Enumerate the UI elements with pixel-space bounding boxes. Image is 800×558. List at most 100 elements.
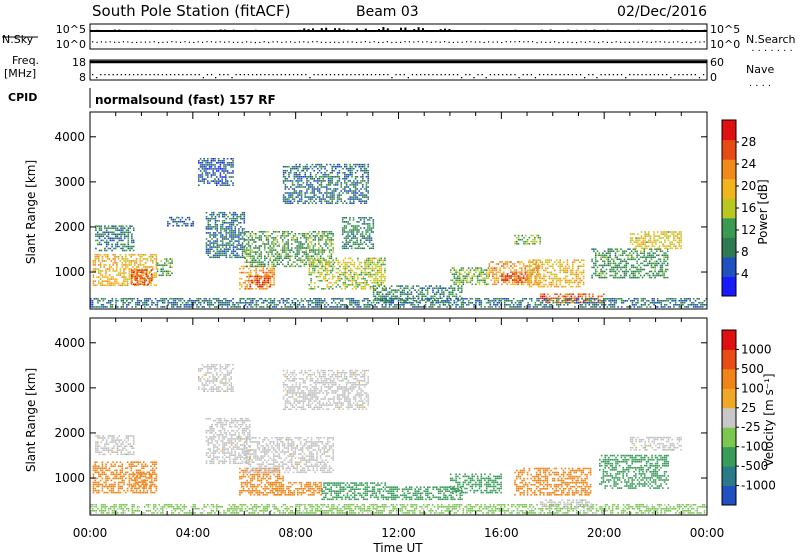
heatmap-cell (104, 242, 106, 244)
nave-dot (318, 74, 319, 75)
noise-sky-spike (101, 30, 103, 31)
heatmap-cell (634, 248, 636, 250)
heatmap-cell (162, 275, 164, 277)
heatmap-cell (600, 255, 602, 257)
heatmap-cell (98, 280, 100, 282)
heatmap-cell (373, 274, 375, 276)
heatmap-cell (124, 232, 126, 234)
heatmap-cell (312, 196, 314, 198)
heatmap-cell (456, 302, 458, 304)
heatmap-cell (375, 296, 377, 298)
heatmap-cell (370, 286, 372, 288)
noise-search-dot (655, 41, 656, 42)
heatmap-cell (346, 164, 348, 166)
heatmap-cell (334, 262, 336, 264)
heatmap-cell (409, 289, 411, 291)
heatmap-cell (211, 216, 213, 218)
heatmap-cell (540, 296, 542, 298)
heatmap-cell (131, 298, 133, 300)
heatmap-cell (229, 224, 231, 226)
heatmap-cell (384, 276, 386, 278)
freq-trace (90, 62, 707, 78)
heatmap-cell (373, 219, 375, 221)
heatmap-cell (129, 272, 131, 274)
freq-left-tick-bottom: 8 (79, 71, 86, 84)
heatmap-cell (253, 233, 255, 235)
heatmap-cell (457, 287, 459, 289)
heatmap-cell (248, 261, 250, 263)
heatmap-cell (488, 277, 490, 279)
heatmap-cell (286, 266, 288, 268)
heatmap-cell (547, 261, 549, 263)
heatmap-cell (381, 278, 383, 280)
heatmap-cell (400, 300, 402, 302)
heatmap-cell (514, 273, 516, 275)
heatmap-cell (331, 245, 333, 247)
heatmap-cell (545, 302, 547, 304)
heatmap-cell (337, 164, 339, 166)
heatmap-cell (615, 275, 617, 277)
heatmap-cell (611, 271, 613, 273)
heatmap-cell (206, 250, 208, 252)
heatmap-cell (105, 276, 107, 278)
heatmap-cell (169, 223, 171, 225)
heatmap-cell (128, 234, 130, 236)
heatmap-cell (102, 240, 104, 242)
heatmap-cell (330, 164, 332, 166)
heatmap-cell (298, 249, 300, 251)
heatmap-cell (527, 243, 529, 245)
heatmap-cell (100, 270, 102, 272)
heatmap-cell (106, 229, 108, 231)
heatmap-cell (496, 271, 498, 273)
nave-dot (162, 74, 163, 75)
heatmap-cell (270, 282, 272, 284)
heatmap-cell (608, 263, 610, 265)
heatmap-cell (364, 235, 366, 237)
heatmap-cell (285, 170, 287, 172)
heatmap-cell (229, 230, 231, 232)
heatmap-cell (319, 180, 321, 182)
heatmap-cell (635, 271, 637, 273)
heatmap-cell (521, 239, 523, 241)
heatmap-cell (229, 236, 231, 238)
heatmap-cell (329, 239, 331, 241)
heatmap-cell (287, 243, 289, 245)
noise-search-dot (585, 42, 586, 43)
heatmap-cell (615, 273, 617, 275)
heatmap-cell (112, 306, 114, 308)
heatmap-cell (436, 291, 438, 293)
heatmap-cell (337, 278, 339, 280)
heatmap-cell (259, 259, 261, 261)
heatmap-cell (229, 176, 231, 178)
heatmap-cell (205, 162, 207, 164)
heatmap-cell (606, 252, 608, 254)
heatmap-cell (301, 198, 303, 200)
heatmap-cell (226, 255, 228, 257)
heatmap-cell (266, 286, 268, 288)
heatmap-cell (591, 248, 593, 250)
heatmap-cell (532, 241, 534, 243)
heatmap-cell (225, 184, 227, 186)
heatmap-cell (200, 180, 202, 182)
noise-search-dot (673, 41, 674, 42)
heatmap-cell (342, 241, 344, 243)
heatmap-cell (613, 275, 615, 277)
heatmap-cell (131, 271, 133, 273)
heatmap-cell (516, 275, 518, 277)
heatmap-cell (505, 281, 507, 283)
nave-dot (108, 74, 109, 75)
heatmap-cell (111, 276, 113, 278)
heatmap-cell (288, 196, 290, 198)
heatmap-cell (335, 184, 337, 186)
heatmap-cell (325, 274, 327, 276)
heatmap-cell (168, 262, 170, 264)
heatmap-cell (218, 212, 220, 214)
heatmap-cell (282, 251, 284, 253)
noise-search-dot (435, 41, 436, 42)
heatmap-cell (222, 238, 224, 240)
heatmap-cell (312, 186, 314, 188)
heatmap-cell (606, 255, 608, 257)
heatmap-cell (280, 255, 282, 257)
heatmap-cell (255, 245, 257, 247)
heatmap-cell (517, 280, 519, 282)
